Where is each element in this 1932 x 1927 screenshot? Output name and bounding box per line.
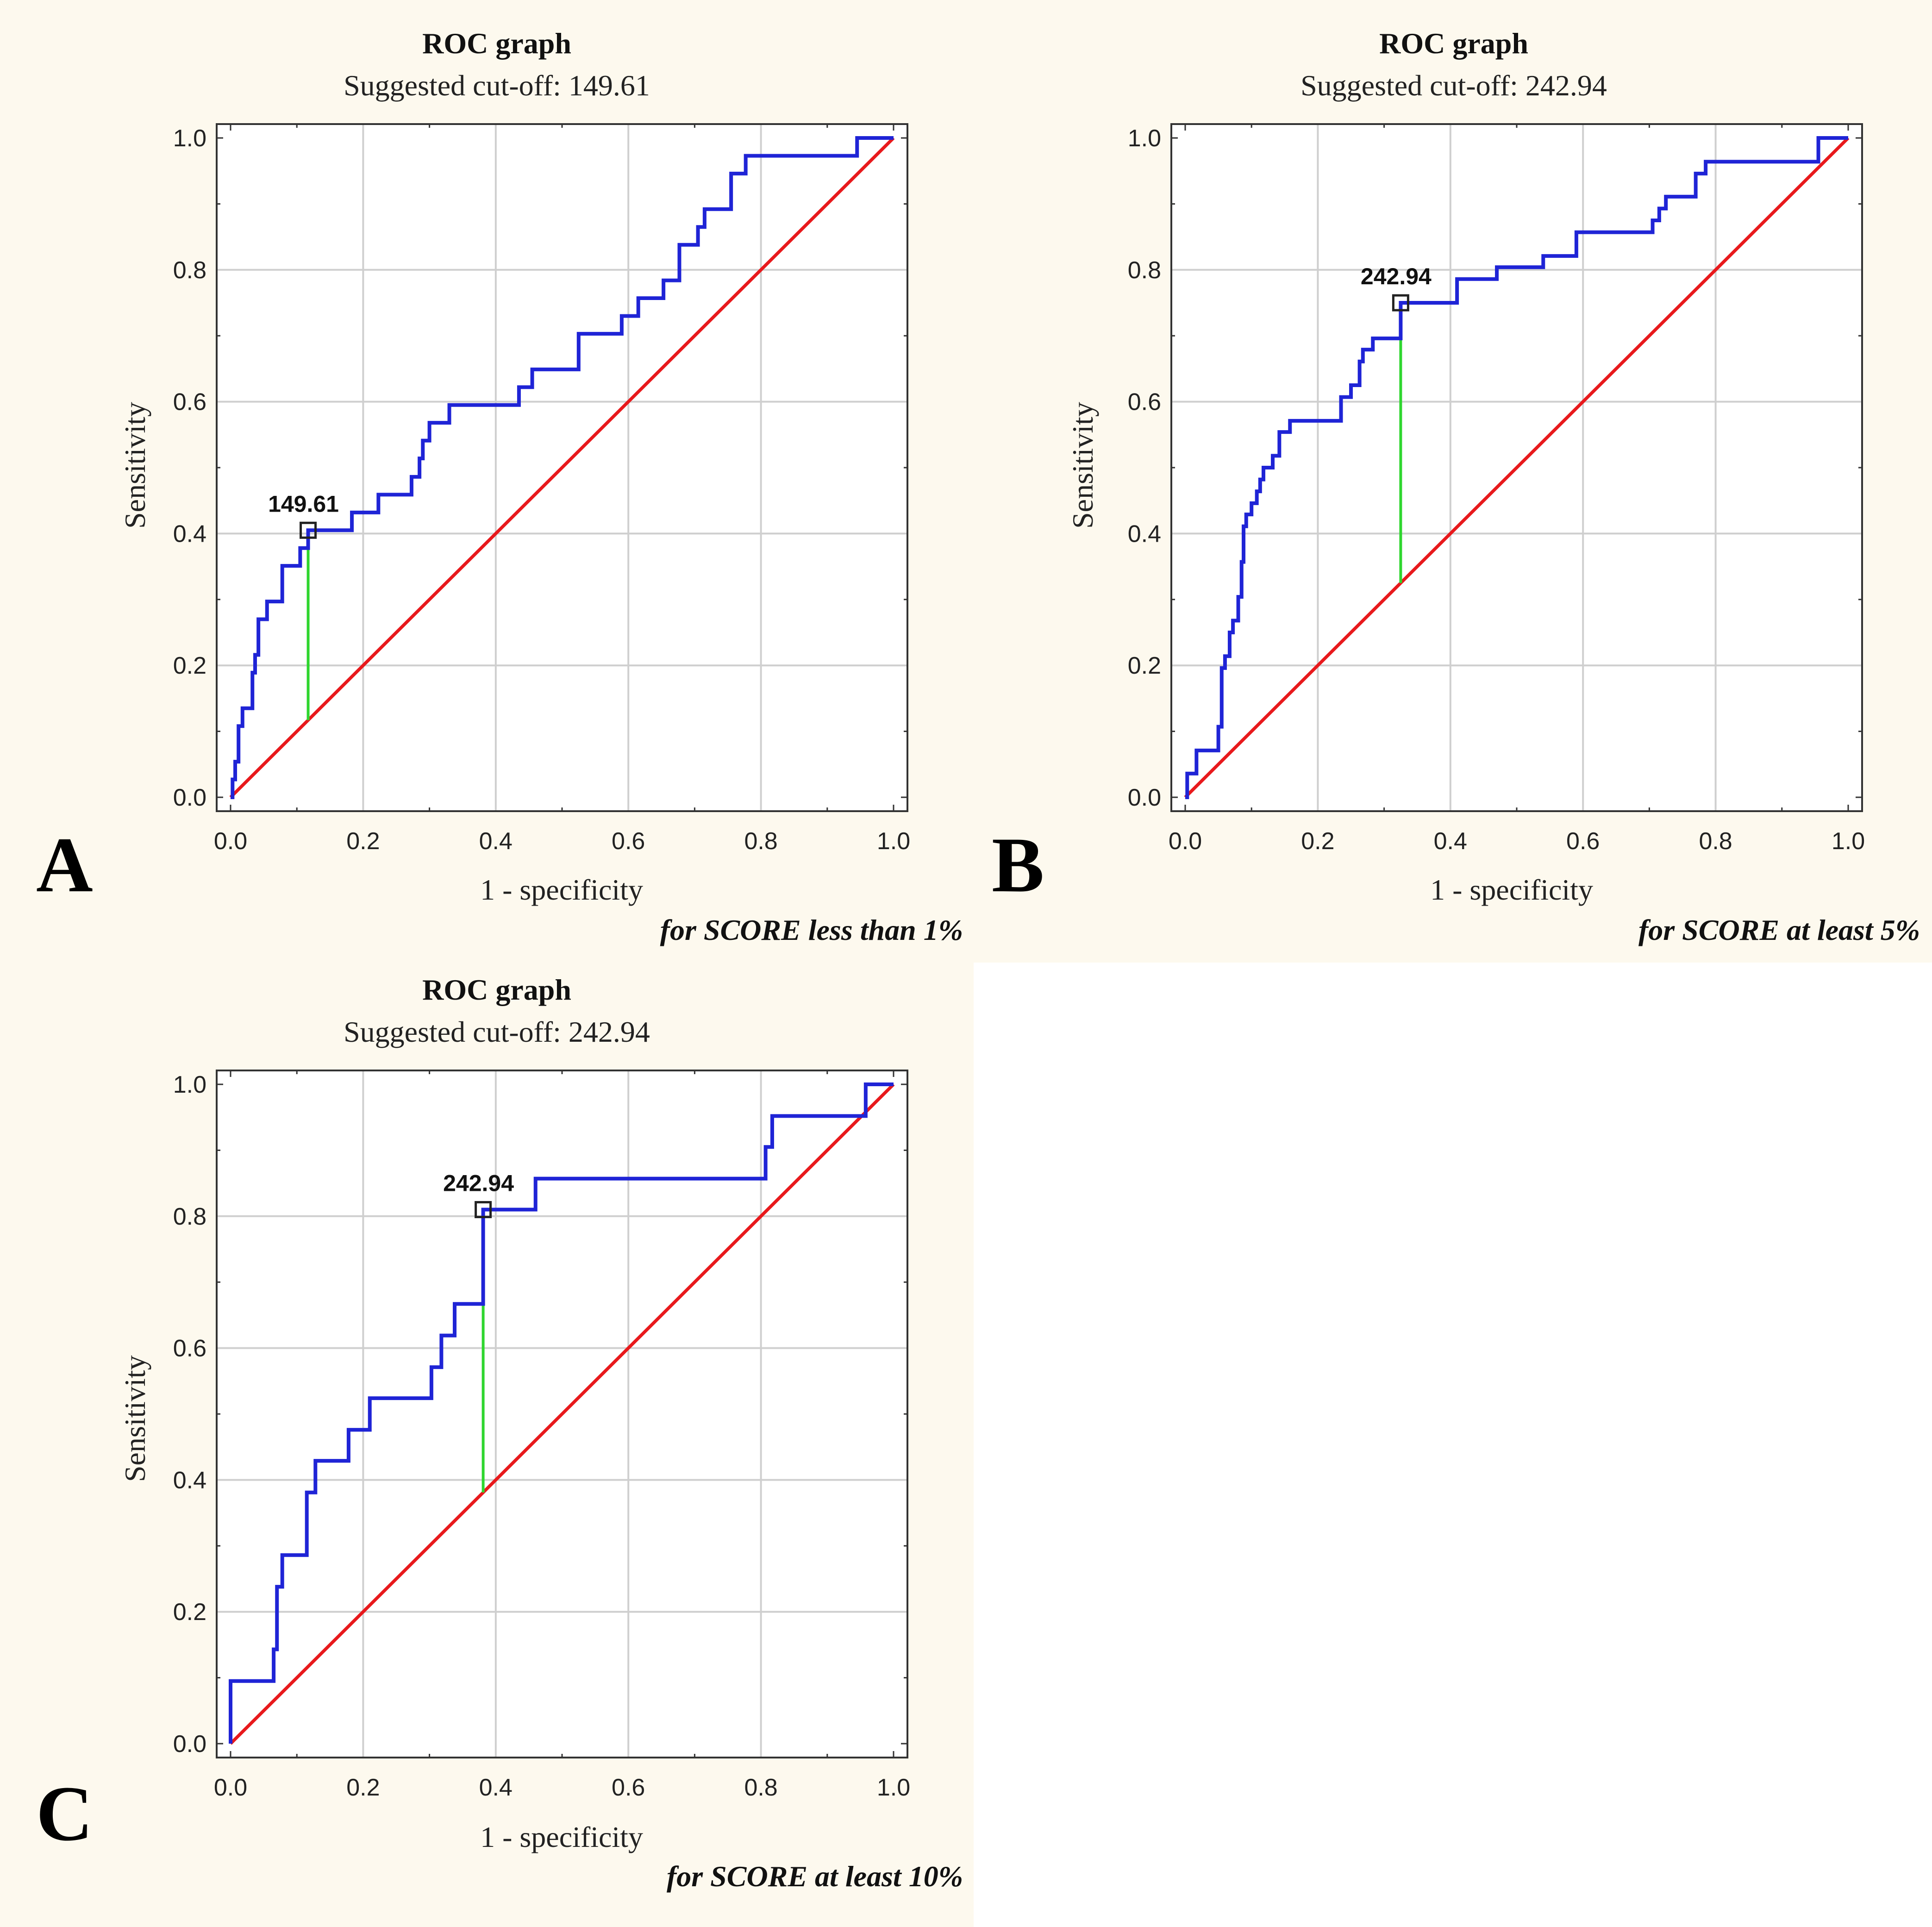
x-tick-label: 0.0 (214, 1774, 247, 1801)
roc-chart-c: ROC graph Suggested cut-off: 242.94 1 - … (36, 973, 963, 1893)
panel-letter: B (992, 821, 1044, 908)
y-tick-label: 0.2 (173, 652, 206, 679)
roc-chart-b: ROC graph Suggested cut-off: 242.94 1 - … (992, 27, 1920, 946)
roc-curve-line (231, 136, 894, 799)
x-tick-label: 0.2 (346, 1774, 380, 1801)
y-tick-label: 0.8 (173, 1203, 206, 1230)
x-tick-label: 0.0 (1169, 828, 1202, 855)
y-tick-label: 0.4 (173, 1467, 206, 1494)
chart-title: ROC graph (1379, 27, 1528, 60)
roc-chart-a: ROC graph Suggested cut-off: 149.61 1 - … (36, 27, 963, 946)
chart-subtitle: Suggested cut-off: 149.61 (344, 69, 650, 102)
x-tick-label: 0.4 (1434, 828, 1467, 855)
y-tick-label: 0.4 (1128, 520, 1161, 547)
cutoff-label: 149.61 (268, 491, 339, 517)
x-tick-label: 0.8 (744, 828, 777, 855)
y-tick-label: 0.6 (1128, 389, 1161, 416)
chart-subtitle: Suggested cut-off: 242.94 (1301, 69, 1607, 102)
panel-a: ROC graph Suggested cut-off: 149.61 1 - … (0, 0, 966, 963)
y-tick-label: 1.0 (173, 125, 206, 152)
plot-frame (216, 123, 908, 812)
y-tick-label: 0.8 (173, 257, 206, 284)
y-tick-label: 1.0 (173, 1071, 206, 1098)
chart-title: ROC graph (422, 27, 571, 60)
x-tick-label: 0.6 (612, 1774, 645, 1801)
y-tick-label: 0.6 (173, 389, 206, 416)
plot-frame (1170, 123, 1863, 812)
x-tick-label: 0.6 (612, 828, 645, 855)
x-tick-label: 1.0 (877, 1774, 910, 1801)
x-tick-label: 0.4 (479, 828, 513, 855)
x-tick-label: 0.8 (744, 1774, 777, 1801)
chart-note: for SCORE at least 10% (667, 1860, 963, 1893)
y-tick-label: 0.8 (1128, 257, 1161, 284)
panel-letter: C (36, 1770, 93, 1857)
cutoff-label: 242.94 (443, 1170, 514, 1196)
cutoff-label: 242.94 (1361, 263, 1432, 289)
plot-frame (216, 1070, 908, 1758)
x-tick-label: 1.0 (1832, 828, 1865, 855)
y-axis-label: Sensitivity (119, 1355, 151, 1482)
y-axis-label: Sensitivity (119, 402, 151, 529)
cutoff-marker (475, 1201, 492, 1219)
reference-line (229, 137, 895, 799)
x-tick-label: 0.2 (1301, 828, 1334, 855)
y-tick-label: 0.6 (173, 1335, 206, 1362)
chart-subtitle: Suggested cut-off: 242.94 (344, 1015, 650, 1048)
y-tick-label: 0.2 (1128, 652, 1161, 679)
x-axis-label: 1 - specificity (1430, 873, 1593, 906)
x-tick-label: 0.4 (479, 1774, 513, 1801)
x-tick-label: 0.2 (346, 828, 380, 855)
y-tick-label: 0.4 (173, 520, 206, 547)
cutoff-marker (1392, 294, 1409, 312)
y-axis-label: Sensitivity (1066, 402, 1099, 529)
plot-area: 0.0 0.2 0.4 0.6 0.8 1.0 0.0 0.2 0.4 0.6 0.8 1.0 149.… (173, 123, 910, 855)
x-tick-label: 1.0 (877, 828, 910, 855)
x-axis-label: 1 - specificity (480, 873, 643, 906)
plot-area: 0.0 0.2 0.4 0.6 0.8 1.0 0.0 0.2 0.4 0.6 0.8 1.0 242.… (173, 1070, 910, 1801)
reference-line (1184, 137, 1850, 799)
chart-note: for SCORE at least 5% (1638, 913, 1920, 946)
y-tick-label: 0.0 (1128, 784, 1161, 811)
chart-title: ROC graph (422, 973, 571, 1006)
chart-note: for SCORE less than 1% (660, 913, 963, 946)
reference-line (229, 1083, 895, 1745)
plot-area: 0.0 0.2 0.4 0.6 0.8 1.0 0.0 0.2 0.4 0.6 0.8 1.0 242.… (1128, 123, 1865, 855)
y-tick-label: 0.0 (173, 1731, 206, 1758)
y-tick-label: 1.0 (1128, 125, 1161, 152)
x-tick-label: 0.6 (1566, 828, 1600, 855)
cutoff-marker (300, 521, 317, 539)
y-tick-label: 0.0 (173, 784, 206, 811)
x-tick-label: 0.0 (214, 828, 247, 855)
y-tick-label: 0.2 (173, 1599, 206, 1626)
x-tick-label: 0.8 (1699, 828, 1732, 855)
panel-c: ROC graph Suggested cut-off: 242.94 1 - … (0, 963, 974, 1927)
roc-curve-line (229, 1082, 894, 1744)
panel-letter: A (36, 821, 93, 908)
panel-b: ROC graph Suggested cut-off: 242.94 1 - … (966, 0, 1932, 963)
x-axis-label: 1 - specificity (480, 1821, 643, 1853)
roc-curve-line (1185, 136, 1848, 799)
